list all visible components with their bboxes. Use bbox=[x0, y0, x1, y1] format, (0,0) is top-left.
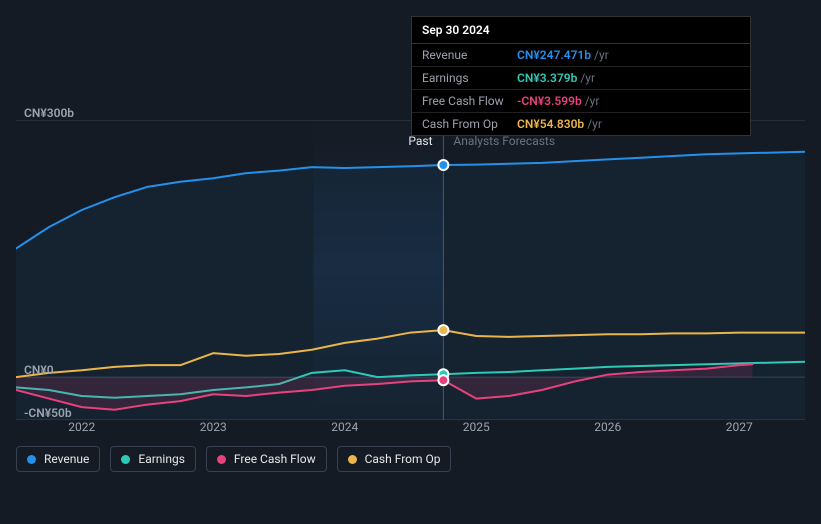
y-axis-label: CN¥0 bbox=[24, 363, 54, 377]
tooltip-label: Revenue bbox=[422, 48, 517, 62]
tooltip-value: -CN¥3.599b bbox=[517, 94, 582, 108]
chart-svg bbox=[16, 120, 805, 420]
past-label: Past bbox=[408, 134, 432, 148]
forecast-label: Analysts Forecasts bbox=[453, 134, 555, 148]
x-axis-label: 2026 bbox=[594, 420, 621, 434]
legend-item-revenue[interactable]: Revenue bbox=[16, 446, 100, 472]
tooltip-row: EarningsCN¥3.379b/yr bbox=[412, 67, 750, 90]
tooltip-value: CN¥3.379b bbox=[517, 71, 577, 85]
legend-dot-icon bbox=[217, 455, 226, 464]
tooltip-label: Earnings bbox=[422, 71, 517, 85]
legend-label: Cash From Op bbox=[365, 452, 441, 466]
tooltip-date: Sep 30 2024 bbox=[412, 17, 750, 44]
legend-label: Free Cash Flow bbox=[234, 452, 316, 466]
x-axis-label: 2022 bbox=[68, 420, 95, 434]
x-axis-label: 2024 bbox=[331, 420, 358, 434]
chart-legend: Revenue Earnings Free Cash Flow Cash From O… bbox=[16, 446, 451, 472]
x-axis-labels: 2022 2023 2024 2025 2026 2027 bbox=[16, 420, 805, 440]
chart-tooltip: Sep 30 2024 RevenueCN¥247.471b/yrEarning… bbox=[411, 16, 751, 136]
tooltip-value: CN¥54.830b bbox=[517, 117, 584, 131]
y-axis-label: -CN¥50b bbox=[24, 406, 72, 420]
x-axis-label: 2025 bbox=[463, 420, 490, 434]
legend-label: Earnings bbox=[138, 452, 185, 466]
legend-dot-icon bbox=[348, 455, 357, 464]
tooltip-value: CN¥247.471b bbox=[517, 48, 591, 62]
tooltip-unit: /yr bbox=[580, 71, 595, 85]
tooltip-rows: RevenueCN¥247.471b/yrEarningsCN¥3.379b/y… bbox=[412, 44, 750, 135]
legend-item-cash-from-op[interactable]: Cash From Op bbox=[337, 446, 452, 472]
tooltip-row: Free Cash Flow-CN¥3.599b/yr bbox=[412, 90, 750, 113]
tooltip-row: Cash From OpCN¥54.830b/yr bbox=[412, 113, 750, 135]
x-axis-label: 2027 bbox=[726, 420, 753, 434]
tooltip-unit: /yr bbox=[594, 48, 609, 62]
tooltip-label: Cash From Op bbox=[422, 117, 517, 131]
legend-dot-icon bbox=[27, 455, 36, 464]
financials-chart: 2022 2023 2024 2025 2026 2027 Revenue Earnings… bbox=[16, 120, 805, 480]
legend-dot-icon bbox=[121, 455, 130, 464]
tooltip-row: RevenueCN¥247.471b/yr bbox=[412, 44, 750, 67]
tooltip-unit: /yr bbox=[585, 94, 600, 108]
y-axis-label: CN¥300b bbox=[24, 106, 74, 120]
legend-item-free-cash-flow[interactable]: Free Cash Flow bbox=[206, 446, 327, 472]
x-axis-label: 2023 bbox=[200, 420, 227, 434]
tooltip-label: Free Cash Flow bbox=[422, 94, 517, 108]
legend-item-earnings[interactable]: Earnings bbox=[110, 446, 196, 472]
tooltip-unit: /yr bbox=[587, 117, 602, 131]
legend-label: Revenue bbox=[44, 452, 89, 466]
